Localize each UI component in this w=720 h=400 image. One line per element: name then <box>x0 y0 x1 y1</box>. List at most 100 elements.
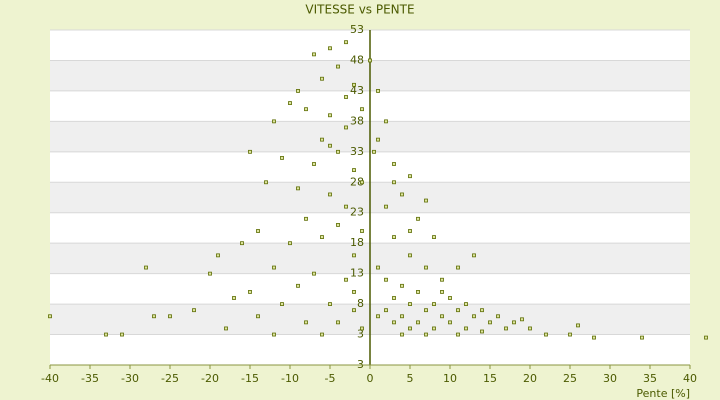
x-tick-label: 5 <box>407 372 414 385</box>
point <box>328 302 332 306</box>
point <box>408 174 412 179</box>
point <box>352 168 356 172</box>
point <box>520 317 524 322</box>
x-tick-label: -5 <box>325 372 336 385</box>
point <box>328 143 332 148</box>
x-tick-label: -25 <box>161 372 179 385</box>
point <box>480 308 484 313</box>
x-tick-label: -30 <box>121 372 139 385</box>
y-tick-label: 8 <box>357 297 364 310</box>
y-tick-label: 48 <box>350 53 364 66</box>
point <box>272 332 276 337</box>
x-tick-label: -40 <box>41 372 59 385</box>
point <box>400 192 404 197</box>
point <box>224 326 228 331</box>
y-tick-label: 43 <box>350 84 364 97</box>
point <box>216 253 220 258</box>
point <box>376 314 380 319</box>
point <box>432 326 436 331</box>
point <box>392 235 396 239</box>
point <box>440 277 444 282</box>
point <box>456 308 460 313</box>
point <box>312 52 316 57</box>
point <box>432 302 436 306</box>
point <box>376 137 380 142</box>
x-tick-label: -20 <box>201 372 219 385</box>
point <box>320 137 324 142</box>
point <box>448 320 452 325</box>
point <box>448 296 452 300</box>
point <box>504 326 508 331</box>
point <box>392 320 396 325</box>
point <box>372 149 376 154</box>
point <box>152 314 156 319</box>
point <box>352 253 356 258</box>
point <box>336 64 340 69</box>
point <box>440 290 444 294</box>
x-tick-label: -35 <box>81 372 99 385</box>
point <box>392 162 396 166</box>
y-tick-label: 28 <box>350 175 364 188</box>
point <box>320 76 324 81</box>
point <box>472 314 476 319</box>
point <box>400 314 404 319</box>
point <box>568 332 572 337</box>
point <box>352 82 356 87</box>
x-tick-label: -10 <box>281 372 299 385</box>
point <box>592 335 596 340</box>
point <box>440 314 444 319</box>
point <box>288 241 292 246</box>
y-tick-label: 38 <box>350 114 364 127</box>
point <box>168 314 172 319</box>
point <box>640 335 644 340</box>
point <box>344 95 348 99</box>
x-tick-label: 10 <box>443 372 457 385</box>
point <box>416 290 420 294</box>
point <box>48 314 52 319</box>
point <box>320 235 324 239</box>
point <box>304 216 308 221</box>
point <box>544 332 548 337</box>
point <box>248 149 252 154</box>
point <box>408 253 412 258</box>
point <box>360 326 364 331</box>
point <box>144 265 148 270</box>
point <box>256 314 260 319</box>
point <box>208 271 212 276</box>
point <box>336 320 340 325</box>
point <box>272 119 276 124</box>
point <box>328 113 332 118</box>
point <box>120 332 124 337</box>
point <box>408 326 412 331</box>
point <box>392 180 396 185</box>
point <box>320 332 324 337</box>
point <box>312 162 316 166</box>
point <box>384 204 388 209</box>
point <box>384 119 388 124</box>
point <box>456 265 460 270</box>
y-tick-label: 23 <box>350 206 364 219</box>
x-tick-label: 40 <box>683 372 697 385</box>
point <box>360 229 364 233</box>
point <box>416 320 420 325</box>
y-tick-label: 18 <box>350 236 364 249</box>
point <box>400 332 404 337</box>
point <box>288 101 292 105</box>
point <box>424 265 428 270</box>
chart-title: VITESSE vs PENTE <box>305 3 414 17</box>
point <box>512 320 516 325</box>
x-tick-label: 0 <box>367 372 374 385</box>
point <box>344 204 348 209</box>
point <box>456 332 460 337</box>
point <box>312 271 316 276</box>
point <box>344 277 348 282</box>
point <box>304 320 308 325</box>
point <box>232 296 236 300</box>
point <box>400 283 404 288</box>
point <box>248 290 252 294</box>
x-tick-label: 35 <box>643 372 657 385</box>
y-tick-label: 33 <box>350 145 364 158</box>
point <box>256 229 260 233</box>
